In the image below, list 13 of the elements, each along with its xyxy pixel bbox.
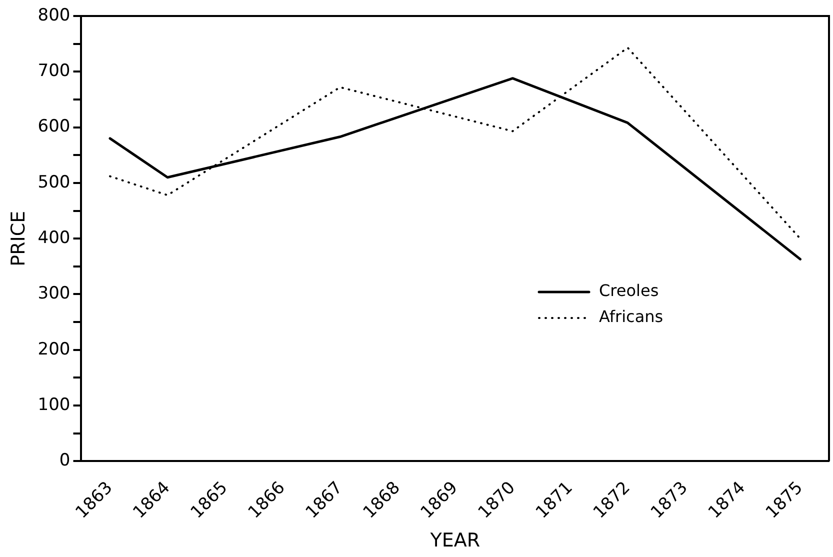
y-tick-label: 500 xyxy=(38,172,70,192)
y-tick-label: 300 xyxy=(38,284,70,304)
y-tick-label: 400 xyxy=(38,228,70,248)
y-tick-label: 100 xyxy=(38,394,70,415)
y-tick-label: 200 xyxy=(38,339,70,360)
y-tick-label: 0 xyxy=(59,450,70,471)
y-tick-label: 800 xyxy=(38,5,70,26)
y-tick-label: 700 xyxy=(38,61,70,82)
legend-label: Africans xyxy=(599,307,664,326)
y-tick-label: 600 xyxy=(38,116,70,137)
legend-label: Creoles xyxy=(599,281,659,300)
y-axis-title: PRICE xyxy=(7,210,30,266)
x-axis-title: YEAR xyxy=(429,530,480,552)
